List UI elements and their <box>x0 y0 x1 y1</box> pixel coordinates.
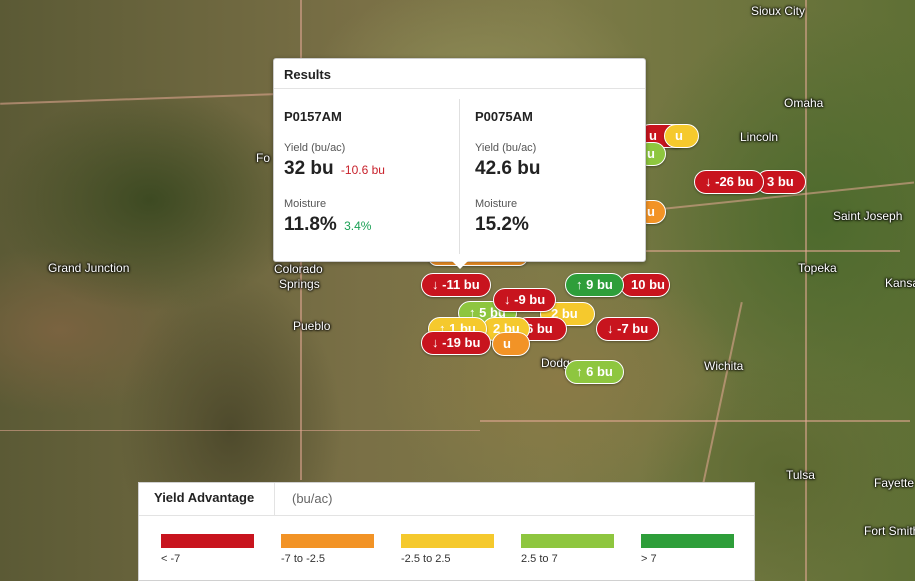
yield-marker[interactable]: ↓ -11 bu <box>421 273 491 297</box>
moisture-label: Moisture <box>284 198 327 210</box>
result-column-right: P0075AM Yield (bu/ac) 42.6 bu Moisture 1… <box>475 99 655 236</box>
yield-delta: -10.6 bu <box>340 163 385 177</box>
arrow-down-icon: ↓ <box>705 174 712 189</box>
yield-value: 42.6 bu <box>475 158 541 179</box>
yield-marker[interactable]: ↓ -19 bu <box>421 331 492 355</box>
arrow-up-icon: ↑ <box>469 305 476 320</box>
arrow-up-icon: ↑ <box>576 364 583 379</box>
city-label: Wichita <box>704 359 744 373</box>
road <box>699 301 743 499</box>
city-label: Tulsa <box>786 468 815 482</box>
city-label: Sioux City <box>751 4 806 18</box>
column-divider <box>459 99 460 254</box>
arrow-down-icon: ↓ <box>432 335 439 350</box>
legend-swatch <box>641 534 734 548</box>
legend-label: > 7 <box>641 553 657 565</box>
moisture-value: 15.2% <box>475 214 529 235</box>
hybrid-name: P0157AM <box>284 109 342 124</box>
yield-label: Yield (bu/ac) <box>475 142 537 154</box>
city-label: Pueblo <box>293 319 331 333</box>
arrow-down-icon: ↓ <box>432 277 439 292</box>
legend-swatch <box>521 534 614 548</box>
road <box>0 430 480 431</box>
yield-marker[interactable]: ↑ 6 bu <box>565 360 624 384</box>
road <box>805 0 807 581</box>
arrow-up-icon: ↑ <box>439 321 446 336</box>
legend-label: -7 to -2.5 <box>281 553 326 565</box>
results-popup: Results P0157AM Yield (bu/ac) 32 bu -10.… <box>273 58 646 269</box>
legend-unit: (bu/ac) <box>292 491 333 506</box>
result-column-left: P0157AM Yield (bu/ac) 32 bu -10.6 bu Moi… <box>284 99 464 236</box>
legend-swatch <box>281 534 374 548</box>
city-label: Dodg <box>541 356 570 370</box>
legend-swatch <box>161 534 254 548</box>
city-label: Fayette <box>874 476 915 490</box>
yield-marker[interactable]: ↓ -26 bu <box>694 170 765 194</box>
city-label: Colorado <box>274 262 323 276</box>
legend-label: 2.5 to 7 <box>521 553 558 565</box>
legend-header: Yield Advantage (bu/ac) <box>139 483 754 516</box>
arrow-down-icon: ↓ <box>607 321 614 336</box>
yield-marker[interactable]: ↑ 9 bu <box>565 273 624 297</box>
yield-label: Yield (bu/ac) <box>284 142 346 154</box>
legend-title-tab[interactable]: Yield Advantage <box>139 483 275 515</box>
legend-swatch <box>401 534 494 548</box>
arrow-down-icon: ↓ <box>504 292 511 307</box>
city-label: Fort Smith <box>864 524 915 538</box>
yield-marker[interactable]: u <box>492 332 530 356</box>
moisture-value: 11.8% 3.4% <box>284 214 372 235</box>
yield-marker[interactable]: 10 bu <box>620 273 670 297</box>
city-label: Saint Joseph <box>833 209 903 223</box>
arrow-up-icon: ↑ <box>576 277 583 292</box>
moisture-delta: 3.4% <box>344 219 372 233</box>
yield-legend: Yield Advantage (bu/ac) < -7 -7 to -2.5 … <box>138 482 755 581</box>
moisture-label: Moisture <box>475 198 518 210</box>
yield-marker[interactable]: u <box>664 124 699 148</box>
city-label: Topeka <box>798 261 837 275</box>
legend-label: < -7 <box>161 553 181 565</box>
city-label: Springs <box>279 277 320 291</box>
city-label: Grand Junction <box>48 261 130 275</box>
yield-marker[interactable]: ↓ -9 bu <box>493 288 557 312</box>
city-label: Lincoln <box>740 130 779 144</box>
popup-title: Results <box>274 59 645 89</box>
yield-marker[interactable]: 3 bu <box>756 170 806 194</box>
road <box>480 420 910 422</box>
city-label: Kansa <box>885 276 915 290</box>
city-label: Fo <box>256 151 271 165</box>
city-label: Omaha <box>784 96 824 110</box>
yield-marker[interactable]: ↓ -7 bu <box>596 317 660 341</box>
legend-label: -2.5 to 2.5 <box>401 553 451 565</box>
hybrid-name: P0075AM <box>475 109 533 124</box>
yield-value: 32 bu -10.6 bu <box>284 158 385 179</box>
